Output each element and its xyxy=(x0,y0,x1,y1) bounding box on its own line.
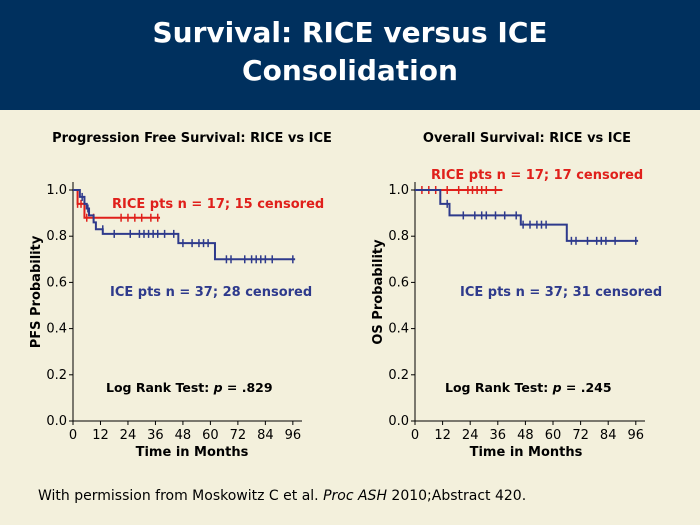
series-1 xyxy=(73,189,296,264)
y-tick-label: 0.4 xyxy=(46,322,67,337)
x-tick-label: 72 xyxy=(230,428,247,443)
x-tick-label: 96 xyxy=(285,428,302,443)
y-tick-label: 0.0 xyxy=(46,414,67,429)
slide-title: Survival: RICE versus ICE Consolidation xyxy=(0,14,700,90)
x-tick-label: 48 xyxy=(517,428,534,443)
series-label-ice: ICE pts n = 37; 31 censored xyxy=(460,285,662,300)
x-axis-label: Time in Months xyxy=(470,445,583,460)
log-rank-annotation: Log Rank Test: p = .829 xyxy=(106,380,273,395)
x-tick-label: 72 xyxy=(572,428,589,443)
x-tick-label: 84 xyxy=(600,428,617,443)
y-tick-label: 0.2 xyxy=(46,368,67,383)
x-tick-label: 48 xyxy=(175,428,192,443)
chart-title: Overall Survival: RICE vs ICE xyxy=(423,131,631,146)
x-tick-label: 24 xyxy=(462,428,479,443)
y-tick-label: 0.4 xyxy=(388,322,409,337)
series-line xyxy=(73,189,296,261)
log-rank-prefix: Log Rank Test: xyxy=(106,380,214,395)
y-axis-label: OS Probability xyxy=(371,239,386,345)
log-rank-p: p xyxy=(213,380,223,395)
x-tick-label: 0 xyxy=(411,428,419,443)
x-tick-label: 0 xyxy=(69,428,77,443)
citation-footer: With permission from Moskowitz C et al. … xyxy=(38,488,526,504)
x-tick-label: 12 xyxy=(434,428,451,443)
citation-prefix: With permission from Moskowitz C et al. xyxy=(38,488,324,504)
citation-journal: Proc ASH xyxy=(323,488,387,504)
x-tick-label: 96 xyxy=(628,428,645,443)
x-tick-label: 36 xyxy=(490,428,507,443)
citation-suffix: 2010;Abstract 420. xyxy=(386,488,527,504)
y-tick-label: 1.0 xyxy=(388,183,409,198)
slide-title-line-2: Consolidation xyxy=(242,54,458,87)
chart-title: Progression Free Survival: RICE vs ICE xyxy=(52,131,332,146)
y-tick-label: 0.0 xyxy=(388,414,409,429)
series-label-rice: RICE pts n = 17; 17 censored xyxy=(431,168,643,183)
y-tick-label: 0.8 xyxy=(46,229,67,244)
slide-title-line-1: Survival: RICE versus ICE xyxy=(152,16,548,49)
log-rank-value: = .245 xyxy=(562,380,612,395)
series-1 xyxy=(415,189,639,245)
log-rank-annotation: Log Rank Test: p = .245 xyxy=(445,380,612,395)
x-tick-label: 60 xyxy=(202,428,219,443)
y-tick-label: 1.0 xyxy=(46,183,67,198)
log-rank-prefix: Log Rank Test: xyxy=(445,380,553,395)
survival-charts: Progression Free Survival: RICE vs ICE 0.… xyxy=(29,131,662,460)
y-tick-label: 0.8 xyxy=(388,229,409,244)
title-banner xyxy=(0,0,700,110)
chart-1: Overall Survival: RICE vs ICE 0.0 0.2 0.4 0.… xyxy=(371,131,662,460)
x-tick-label: 60 xyxy=(545,428,562,443)
chart-0: Progression Free Survival: RICE vs ICE 0.… xyxy=(29,131,332,460)
y-tick-label: 0.2 xyxy=(388,368,409,383)
x-tick-label: 24 xyxy=(120,428,137,443)
x-tick-label: 12 xyxy=(92,428,109,443)
y-tick-label: 0.6 xyxy=(46,275,67,290)
y-tick-label: 0.6 xyxy=(388,275,409,290)
x-axis-label: Time in Months xyxy=(136,445,249,460)
x-tick-label: 36 xyxy=(147,428,164,443)
log-rank-p: p xyxy=(552,380,562,395)
log-rank-value: = .829 xyxy=(223,380,273,395)
y-axis-label: PFS Probability xyxy=(29,235,44,348)
x-tick-label: 84 xyxy=(257,428,274,443)
series-label-ice: ICE pts n = 37; 28 censored xyxy=(110,285,312,300)
series-line xyxy=(415,189,639,242)
series-label-rice: RICE pts n = 17; 15 censored xyxy=(112,197,324,212)
